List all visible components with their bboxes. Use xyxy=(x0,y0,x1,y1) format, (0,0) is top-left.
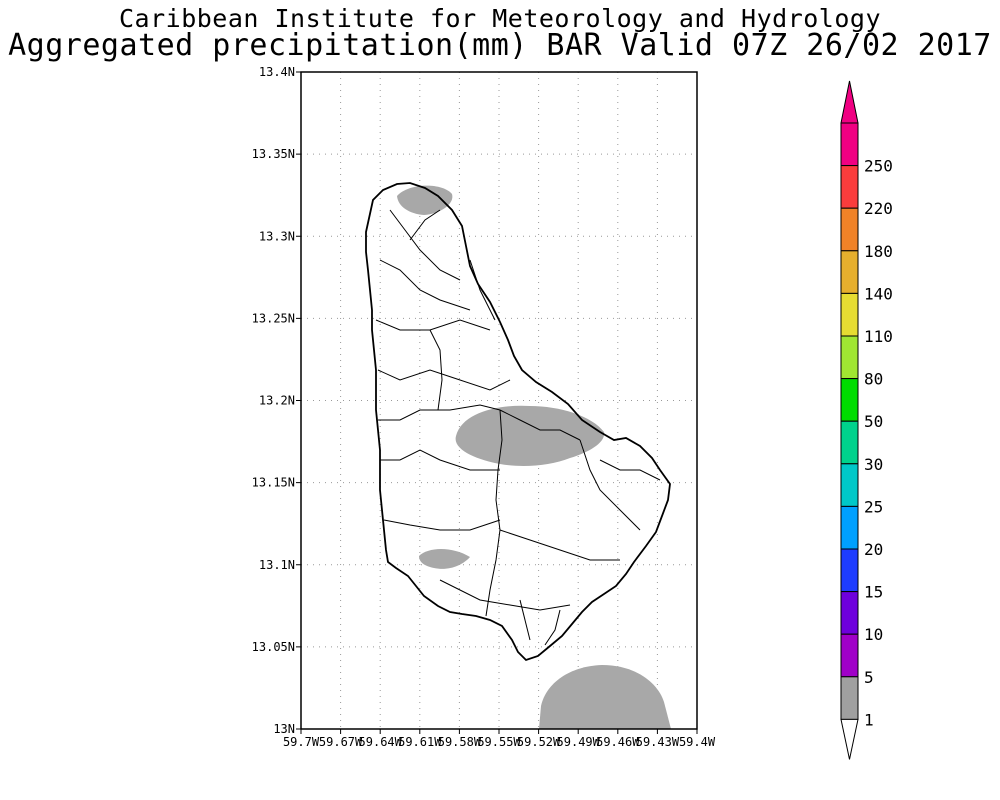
precip-area-southwest xyxy=(419,549,470,569)
lon-tick-label: 59.46W xyxy=(596,735,640,749)
boundary-line xyxy=(519,599,531,641)
colorbar-label: 20 xyxy=(864,540,883,559)
lat-tick-label: 13.2N xyxy=(259,394,295,408)
lat-tick-label: 13.05N xyxy=(252,640,295,654)
boundary-line xyxy=(378,404,501,421)
colorbar-swatch xyxy=(840,122,859,167)
lat-tick-label: 13N xyxy=(273,722,295,736)
lon-tick-label: 59.61W xyxy=(398,735,442,749)
lat-tick-label: 13.15N xyxy=(252,476,295,490)
colorbar-label: 25 xyxy=(864,497,883,516)
longitude-axis: 59.7W 59.67W59.64W59.61W59.58W59.55W59.52… xyxy=(283,729,716,749)
boundary-line xyxy=(383,519,501,531)
colorbar-label: 30 xyxy=(864,455,883,474)
colorbar-swatch xyxy=(840,378,859,422)
boundary-line xyxy=(409,209,441,241)
colorbar-swatch xyxy=(840,335,859,380)
boundary-line xyxy=(389,209,461,281)
precip-area-north xyxy=(397,185,453,215)
lon-tick-label: 59.43W xyxy=(636,735,680,749)
colorbar-label: 140 xyxy=(864,284,893,303)
colorbar-swatch xyxy=(840,591,859,635)
lon-tick-label: 59.67W xyxy=(319,735,363,749)
boundary-line xyxy=(579,439,641,531)
colorbar-swatch xyxy=(840,548,859,593)
lon-tick-label: 59.55W xyxy=(477,735,521,749)
barbados-coastline xyxy=(365,182,671,662)
island-outline xyxy=(365,182,671,662)
colorbar-label: 1 xyxy=(864,710,874,729)
catchment-boundaries xyxy=(375,209,661,646)
lat-tick-label: 13.25N xyxy=(252,311,295,325)
colorbar-swatch xyxy=(840,420,859,465)
boundary-line xyxy=(380,449,500,471)
precip-area-central xyxy=(455,405,605,466)
colorbar-label: 5 xyxy=(864,668,874,687)
lat-tick-label: 13.4N xyxy=(259,65,295,79)
organization-title: Caribbean Institute for Meteorology and … xyxy=(118,4,881,33)
colorbar-swatch xyxy=(840,633,859,678)
colorbar-label: 80 xyxy=(864,370,883,389)
boundary-line xyxy=(429,329,443,411)
colorbar-top-triangle xyxy=(840,80,859,124)
boundary-line xyxy=(379,259,471,311)
lon-tick-label: 59.52W xyxy=(517,735,561,749)
colorbar-label: 250 xyxy=(864,157,893,176)
boundary-line xyxy=(439,579,571,611)
lon-tick-label: 59.7W xyxy=(283,735,320,749)
boundary-line xyxy=(499,409,581,441)
boundary-line xyxy=(485,409,503,617)
map-title: Aggregated precipitation(mm) BAR Valid 0… xyxy=(8,28,992,63)
lon-tick-label: 59.49W xyxy=(557,735,601,749)
colorbar-bottom-triangle xyxy=(840,718,859,760)
lon-tick-label: 59.4W xyxy=(679,735,716,749)
colorbar-swatch xyxy=(840,292,859,337)
colorbar-swatch xyxy=(840,463,859,507)
lon-tick-label: 59.58W xyxy=(438,735,482,749)
boundary-line xyxy=(599,459,661,481)
lat-tick-label: 13.1N xyxy=(259,558,295,572)
boundary-line xyxy=(469,259,496,321)
boundary-line xyxy=(377,369,511,391)
precipitation-areas xyxy=(397,185,671,729)
lon-tick-label: 59.64W xyxy=(359,735,403,749)
colorbar-swatch xyxy=(840,505,859,550)
colorbar-label: 50 xyxy=(864,412,883,431)
lat-tick-label: 13.35N xyxy=(252,147,295,161)
boundary-line xyxy=(499,529,620,561)
colorbar-label: 220 xyxy=(864,199,893,218)
colorbar-swatch xyxy=(840,207,859,252)
precip-area-offshore-south xyxy=(539,665,671,729)
colorbar-label: 180 xyxy=(864,242,893,261)
colorbar-swatch xyxy=(840,250,859,294)
colorbar-swatch xyxy=(840,165,859,209)
colorbar-label: 10 xyxy=(864,625,883,644)
colorbar-label: 110 xyxy=(864,327,893,346)
latitude-axis: 13.4N 13.35N 13.3N 13.25N 13.2N 13.15N 13.1N 13… xyxy=(252,65,301,736)
grid-lines xyxy=(301,72,697,729)
lat-tick-label: 13.3N xyxy=(259,229,295,243)
colorbar-swatch xyxy=(840,676,859,720)
colorbar-label: 15 xyxy=(864,583,883,602)
boundary-line xyxy=(375,319,491,331)
boundary-line xyxy=(544,609,561,646)
